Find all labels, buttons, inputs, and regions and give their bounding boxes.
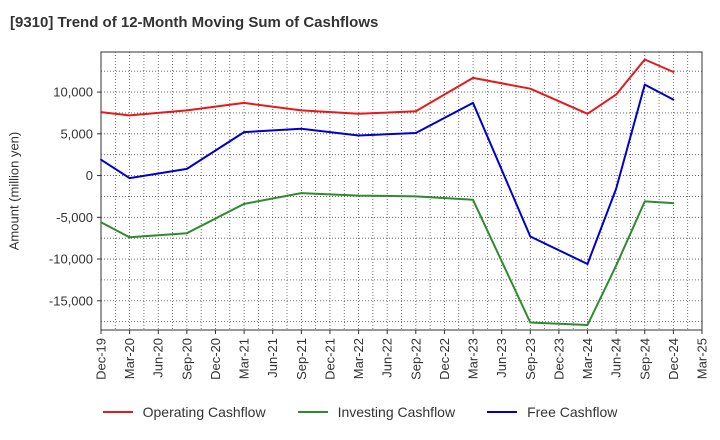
legend-label: Free Cashflow (527, 404, 618, 420)
x-tick-label: Jun-23 (494, 338, 509, 378)
x-tick-label: Mar-20 (122, 338, 137, 379)
data-point-free-cashflow (472, 102, 474, 104)
data-point-operating-cashflow (672, 71, 675, 73)
x-tick-label: Mar-25 (695, 338, 710, 379)
x-tick-label: Jun-24 (609, 338, 624, 378)
data-point-operating-cashflow (300, 109, 303, 112)
data-point-operating-cashflow (529, 87, 532, 90)
data-point-operating-cashflow (128, 114, 131, 117)
data-point-investing-cashflow (672, 202, 675, 205)
data-point-free-cashflow (586, 263, 589, 265)
data-point-free-cashflow (357, 134, 360, 137)
data-point-operating-cashflow (185, 109, 188, 112)
x-tick-label: Sep-21 (294, 338, 309, 380)
chart-title: [9310] Trend of 12-Month Moving Sum of C… (10, 14, 379, 31)
data-point-operating-cashflow (243, 102, 245, 104)
x-tick-label: Sep-22 (408, 338, 423, 380)
legend-swatch (297, 411, 328, 413)
legend-label: Investing Cashflow (337, 404, 456, 420)
plot-border (100, 51, 703, 331)
grid-layer (100, 52, 703, 330)
data-point-free-cashflow (414, 132, 417, 134)
data-point-operating-cashflow (472, 76, 474, 79)
data-point-free-cashflow (529, 235, 532, 238)
data-point-investing-cashflow (529, 321, 532, 324)
x-tick-label: Sep-23 (523, 338, 538, 380)
data-point-investing-cashflow (357, 194, 360, 197)
y-tick-label: -15,000 (49, 293, 93, 308)
data-point-investing-cashflow (100, 221, 102, 224)
y-tick-label: 10,000 (53, 85, 93, 100)
x-tick-label: Jun-21 (265, 338, 280, 378)
x-tick-label: Mar-24 (580, 338, 595, 379)
legend-swatch (487, 411, 518, 413)
legend-item-investing-cashflow: Investing Cashflow (297, 404, 456, 420)
data-point-free-cashflow (100, 158, 102, 161)
x-tick-label: Dec-19 (94, 338, 109, 380)
x-tick-label: Dec-23 (551, 338, 566, 380)
data-point-operating-cashflow (100, 111, 102, 114)
x-tick-label: Jun-22 (380, 338, 395, 378)
y-tick-label: 5,000 (60, 126, 93, 141)
data-point-investing-cashflow (243, 203, 245, 205)
data-point-operating-cashflow (643, 58, 646, 61)
y-axis-label: Amount (million yen) (6, 131, 22, 251)
data-point-investing-cashflow (643, 200, 646, 203)
data-point-free-cashflow (615, 188, 618, 190)
data-point-free-cashflow (643, 83, 646, 86)
data-point-investing-cashflow (472, 198, 474, 201)
x-tick-label: Sep-24 (637, 338, 652, 380)
data-point-investing-cashflow (128, 236, 131, 239)
data-point-operating-cashflow (615, 93, 618, 96)
tick-label-layer: -15,000 -10,000 -5,000 0 5,000 10,000 Dec-19 Ma… (49, 85, 710, 380)
data-point-investing-cashflow (414, 195, 417, 198)
data-point-operating-cashflow (357, 112, 360, 115)
data-point-investing-cashflow (586, 324, 589, 326)
x-tick-label: Sep-20 (179, 338, 194, 380)
series-layer (100, 58, 675, 326)
legend-label: Operating Cashflow (142, 404, 266, 420)
data-point-free-cashflow (128, 177, 131, 179)
y-tick-label: -10,000 (49, 252, 93, 267)
x-tick-label: Jun-20 (151, 338, 166, 378)
x-tick-label: Dec-22 (437, 338, 452, 380)
x-tick-label: Mar-23 (466, 338, 481, 379)
y-tick-label: -5,000 (56, 210, 93, 225)
legend-item-operating-cashflow: Operating Cashflow (102, 404, 266, 420)
legend-item-free-cashflow: Free Cashflow (487, 404, 617, 420)
y-tick-label: 0 (86, 168, 93, 183)
x-tick-label: Dec-20 (208, 338, 223, 380)
data-point-investing-cashflow (185, 232, 188, 235)
axis-layer (97, 51, 703, 334)
data-point-free-cashflow (672, 98, 675, 101)
data-point-investing-cashflow (300, 192, 303, 194)
x-tick-label: Mar-21 (237, 338, 252, 379)
x-tick-label: Dec-21 (322, 338, 337, 380)
data-point-investing-cashflow (615, 264, 618, 267)
data-point-free-cashflow (243, 131, 245, 134)
x-tick-label: Dec-24 (666, 338, 681, 380)
legend-swatch (102, 411, 133, 413)
data-point-operating-cashflow (414, 110, 417, 113)
x-tick-label: Mar-22 (351, 338, 366, 379)
data-point-operating-cashflow (586, 112, 589, 115)
data-point-free-cashflow (300, 127, 303, 130)
legend: Operating Cashflow Investing Cashflow Free… (0, 404, 720, 420)
data-point-free-cashflow (185, 167, 188, 170)
